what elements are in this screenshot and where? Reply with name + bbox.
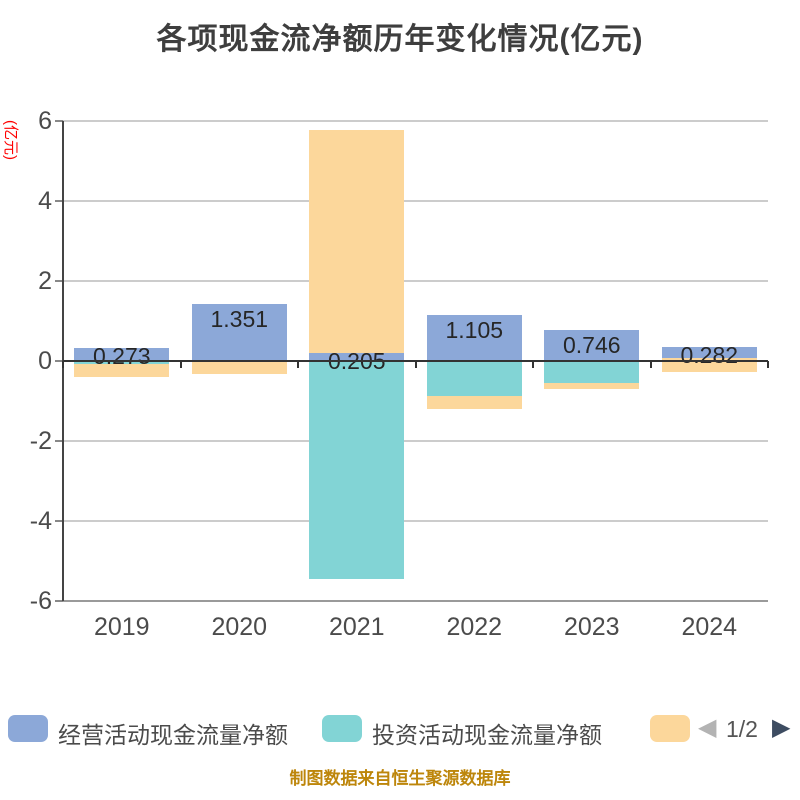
y-axis-tick xyxy=(55,520,63,522)
bar-segment-2021-investing xyxy=(309,361,405,579)
gridline-y-6 xyxy=(63,120,768,122)
x-axis-tick xyxy=(767,361,769,368)
gridline-y--4 xyxy=(63,520,768,522)
y-tick-label-0: 0 xyxy=(38,347,52,375)
legend-pager-prev-icon[interactable]: ◀ xyxy=(698,714,717,741)
bar-label-2022: 1.105 xyxy=(427,315,522,341)
x-tick-label-2020: 2020 xyxy=(211,613,268,641)
x-axis-tick xyxy=(179,361,182,368)
x-axis-tick xyxy=(649,361,652,368)
bar-value-label: 0.273 xyxy=(92,348,151,370)
y-tick-label--2: -2 xyxy=(29,427,52,455)
y-axis-tick xyxy=(55,600,63,602)
x-axis-tick xyxy=(532,361,534,368)
bar-segment-2020-financing xyxy=(191,361,287,375)
bar-segment-2021-financing xyxy=(309,130,405,353)
bar-label-2019: 0.273 xyxy=(74,348,169,374)
x-tick-label-2023: 2023 xyxy=(563,613,620,641)
gridline-y--6 xyxy=(63,600,768,602)
bar-segment-2022-financing xyxy=(426,396,522,409)
bar-segment-2019-financing xyxy=(74,363,170,378)
legend: 经营活动现金流量净额 投资活动现金流量净额 ◀ 1/2 ▶ xyxy=(0,714,800,748)
y-axis-tick xyxy=(55,200,63,202)
y-axis-tick xyxy=(55,280,63,282)
y-tick-label--4: -4 xyxy=(29,507,52,535)
x-tick-label-2024: 2024 xyxy=(681,613,738,641)
legend-label: 经营活动现金流量净额 xyxy=(58,722,288,748)
bar-segment-2021-operating xyxy=(309,352,405,361)
bar-value-label: 0.746 xyxy=(562,331,621,356)
x-tick-label-2019: 2019 xyxy=(93,613,150,641)
legend-swatch-operating[interactable] xyxy=(8,715,48,742)
bar-segment-2022-investing xyxy=(426,361,522,397)
x-tick-label-2022: 2022 xyxy=(446,613,503,641)
y-axis-tick xyxy=(55,120,63,122)
x-axis-tick xyxy=(62,361,64,368)
y-axis-tick xyxy=(55,440,63,442)
gridline-y--2 xyxy=(63,440,768,442)
bar-label-2024: 0.282 xyxy=(662,347,757,373)
bar-label-2021: 0.205 xyxy=(309,353,404,379)
bar-value-label: 1.105 xyxy=(445,316,504,341)
legend-label: 投资活动现金流量净额 xyxy=(372,722,602,748)
x-axis-tick xyxy=(414,361,417,368)
bar-segment-2024-operating xyxy=(661,347,757,358)
bar-label-2023: 0.746 xyxy=(544,330,639,356)
legend-pager-text: 1/2 xyxy=(726,716,758,742)
legend-swatch-financing[interactable] xyxy=(650,715,690,742)
gridline-y-4 xyxy=(63,200,768,202)
bar-segment-2022-operating xyxy=(426,314,522,361)
bar-label-2020: 1.351 xyxy=(192,304,287,330)
y-tick-label-6: 6 xyxy=(38,107,52,135)
y-tick-label--6: -6 xyxy=(29,587,52,615)
bar-value-label: 0.205 xyxy=(327,352,386,374)
caption: 制图数据来自恒生聚源数据库 xyxy=(289,769,511,788)
bar-segment-2023-operating xyxy=(544,329,640,361)
y-tick-label-2: 2 xyxy=(38,267,52,295)
chart-title: 各项现金流净额历年变化情况(亿元) xyxy=(156,23,644,56)
bar-value-label: 0.282 xyxy=(680,347,739,369)
gridline-y-2 xyxy=(63,280,768,282)
bar-value-label: 1.351 xyxy=(210,306,269,331)
x-tick-label-2021: 2021 xyxy=(328,613,385,641)
y-axis-tick xyxy=(55,360,63,362)
legend-pager: ◀ 1/2 ▶ xyxy=(698,714,798,744)
legend-swatch-investing[interactable] xyxy=(322,715,362,742)
bar-segment-2019-operating xyxy=(74,348,170,361)
y-tick-label-4: 4 xyxy=(38,187,52,215)
bar-segment-2020-operating xyxy=(191,304,287,361)
x-axis-tick xyxy=(297,361,299,368)
bar-segment-2019-investing xyxy=(74,361,170,364)
legend-pager-next-icon[interactable]: ▶ xyxy=(772,714,791,741)
bar-segment-2023-investing xyxy=(544,361,640,384)
bar-segment-2023-financing xyxy=(544,383,640,389)
